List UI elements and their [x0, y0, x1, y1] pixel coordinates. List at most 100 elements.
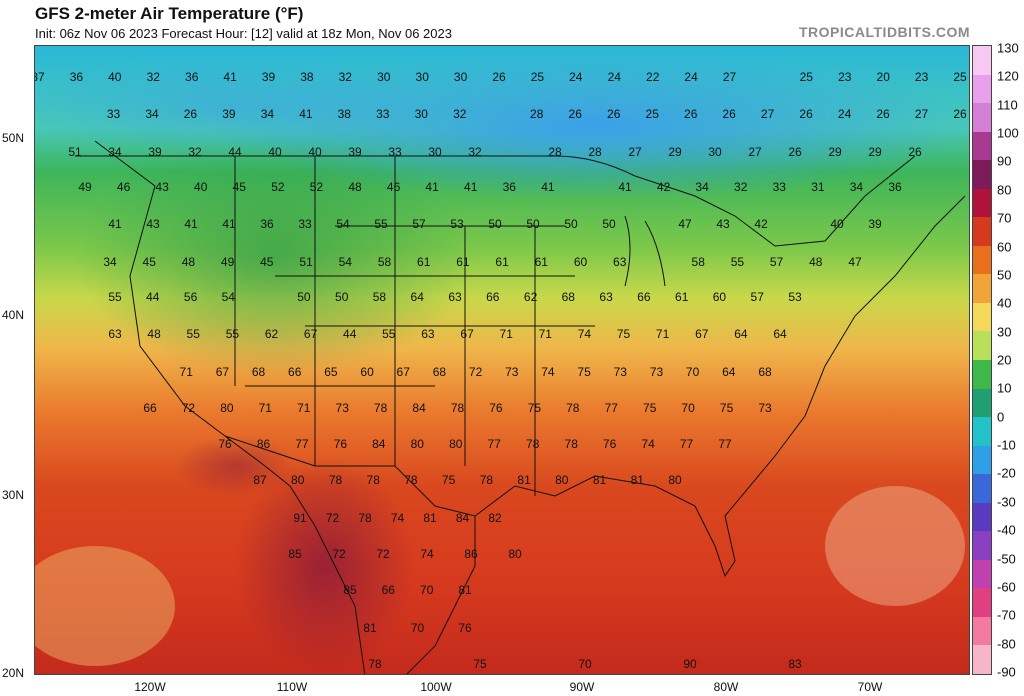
temperature-value: 42 — [657, 180, 671, 194]
temperature-value: 64 — [734, 327, 748, 341]
temperature-value: 50 — [602, 217, 616, 231]
temperature-value: 27 — [748, 145, 762, 159]
temperature-value: 53 — [450, 217, 464, 231]
temperature-value: 83 — [788, 657, 802, 671]
temperature-value: 39 — [148, 145, 162, 159]
colorbar-segment — [973, 588, 991, 618]
temperature-value: 32 — [734, 180, 748, 194]
temperature-value: 73 — [336, 401, 350, 415]
temperature-value: 49 — [78, 180, 92, 194]
temperature-value: 22 — [646, 70, 660, 84]
colorbar-segment — [973, 245, 991, 275]
temperature-value: 27 — [628, 145, 642, 159]
temperature-value: 81 — [458, 583, 472, 597]
temperature-value: 57 — [770, 255, 784, 269]
temperature-value: 30 — [708, 145, 722, 159]
temperature-value: 32 — [468, 145, 482, 159]
temperature-value: 34 — [108, 145, 122, 159]
latitude-label: 20N — [2, 666, 25, 680]
temperature-value: 78 — [368, 657, 382, 671]
temperature-value: 77 — [718, 437, 732, 451]
latitude-label: 50N — [2, 131, 25, 145]
temperature-value: 51 — [68, 145, 82, 159]
temperature-value: 74 — [541, 365, 555, 379]
temperature-value: 71 — [259, 401, 273, 415]
temperature-value: 27 — [723, 70, 737, 84]
longitude-label: 100W — [420, 680, 452, 694]
colorbar-tick-label: 50 — [997, 267, 1012, 283]
colorbar-tick-label: 130 — [997, 40, 1019, 56]
temperature-value: 23 — [838, 70, 852, 84]
temperature-value: 32 — [453, 107, 467, 121]
temperature-value: 29 — [668, 145, 682, 159]
temperature-value: 81 — [423, 511, 437, 525]
temperature-value: 30 — [428, 145, 442, 159]
temperature-value: 26 — [876, 107, 890, 121]
colorbar-tick-label: -30 — [997, 494, 1016, 510]
temperature-value: 91 — [293, 511, 307, 525]
temperature-value: 27 — [915, 107, 929, 121]
temperature-value: 80 — [291, 473, 305, 487]
temperature-value: 67 — [397, 365, 411, 379]
temperature-value: 46 — [117, 180, 131, 194]
colorbar-segment — [973, 417, 991, 447]
temperature-value: 26 — [607, 107, 621, 121]
temperature-value: 28 — [588, 145, 602, 159]
temperature-value: 76 — [218, 437, 232, 451]
temperature-value: 55 — [374, 217, 388, 231]
temperature-value: 71 — [180, 365, 194, 379]
temperature-value: 26 — [684, 107, 698, 121]
temperature-value: 81 — [363, 621, 377, 635]
temperature-value: 75 — [577, 365, 591, 379]
longitude-label: 120W — [134, 680, 166, 694]
temperature-value: 26 — [569, 107, 583, 121]
temperature-value: 71 — [539, 327, 553, 341]
temperature-value: 67 — [695, 327, 709, 341]
temperature-value: 81 — [631, 473, 645, 487]
colorbar-segment — [973, 474, 991, 504]
temperature-value: 73 — [758, 401, 772, 415]
temperature-value: 81 — [517, 473, 531, 487]
colorbar-tick-label: 110 — [997, 97, 1018, 113]
temperature-value: 66 — [486, 290, 500, 304]
temperature-value: 61 — [535, 255, 549, 269]
temperature-value: 75 — [617, 327, 631, 341]
temperature-value: 60 — [574, 255, 588, 269]
temperature-value: 40 — [108, 70, 122, 84]
temperature-value: 55 — [187, 327, 201, 341]
temperature-value: 52 — [271, 180, 285, 194]
temperature-value: 26 — [788, 145, 802, 159]
temperature-value: 40 — [194, 180, 208, 194]
temperature-value: 72 — [326, 511, 340, 525]
colorbar-segment — [973, 645, 991, 675]
temperature-value: 80 — [668, 473, 682, 487]
temperature-value: 25 — [800, 70, 814, 84]
temperature-value: 50 — [564, 217, 578, 231]
temperature-value: 45 — [233, 180, 247, 194]
temperature-value: 63 — [108, 327, 122, 341]
temperature-value: 67 — [460, 327, 474, 341]
temperature-value: 70 — [411, 621, 425, 635]
temperature-value: 39 — [262, 70, 276, 84]
temperature-value: 78 — [480, 473, 494, 487]
temperature-value: 53 — [788, 290, 802, 304]
temperature-value: 85 — [343, 583, 357, 597]
map-subtitle: Init: 06z Nov 06 2023 Forecast Hour: [12… — [35, 26, 452, 41]
temperature-value: 26 — [908, 145, 922, 159]
temperature-value: 68 — [562, 290, 576, 304]
colorbar-tick-label: -70 — [997, 607, 1016, 623]
temperature-value: 58 — [373, 290, 387, 304]
temperature-value: 78 — [329, 473, 343, 487]
temperature-value: 32 — [188, 145, 202, 159]
temperature-value: 33 — [388, 145, 402, 159]
temperature-value: 86 — [257, 437, 271, 451]
temperature-value: 70 — [686, 365, 700, 379]
temperature-value: 43 — [155, 180, 169, 194]
temperature-value: 64 — [773, 327, 787, 341]
longitude-label: 80W — [713, 680, 739, 694]
temperature-value: 41 — [464, 180, 478, 194]
temperature-value: 63 — [448, 290, 462, 304]
temperature-value: 33 — [298, 217, 312, 231]
temperature-value: 37 — [35, 70, 45, 84]
temperature-value: 82 — [488, 511, 502, 525]
